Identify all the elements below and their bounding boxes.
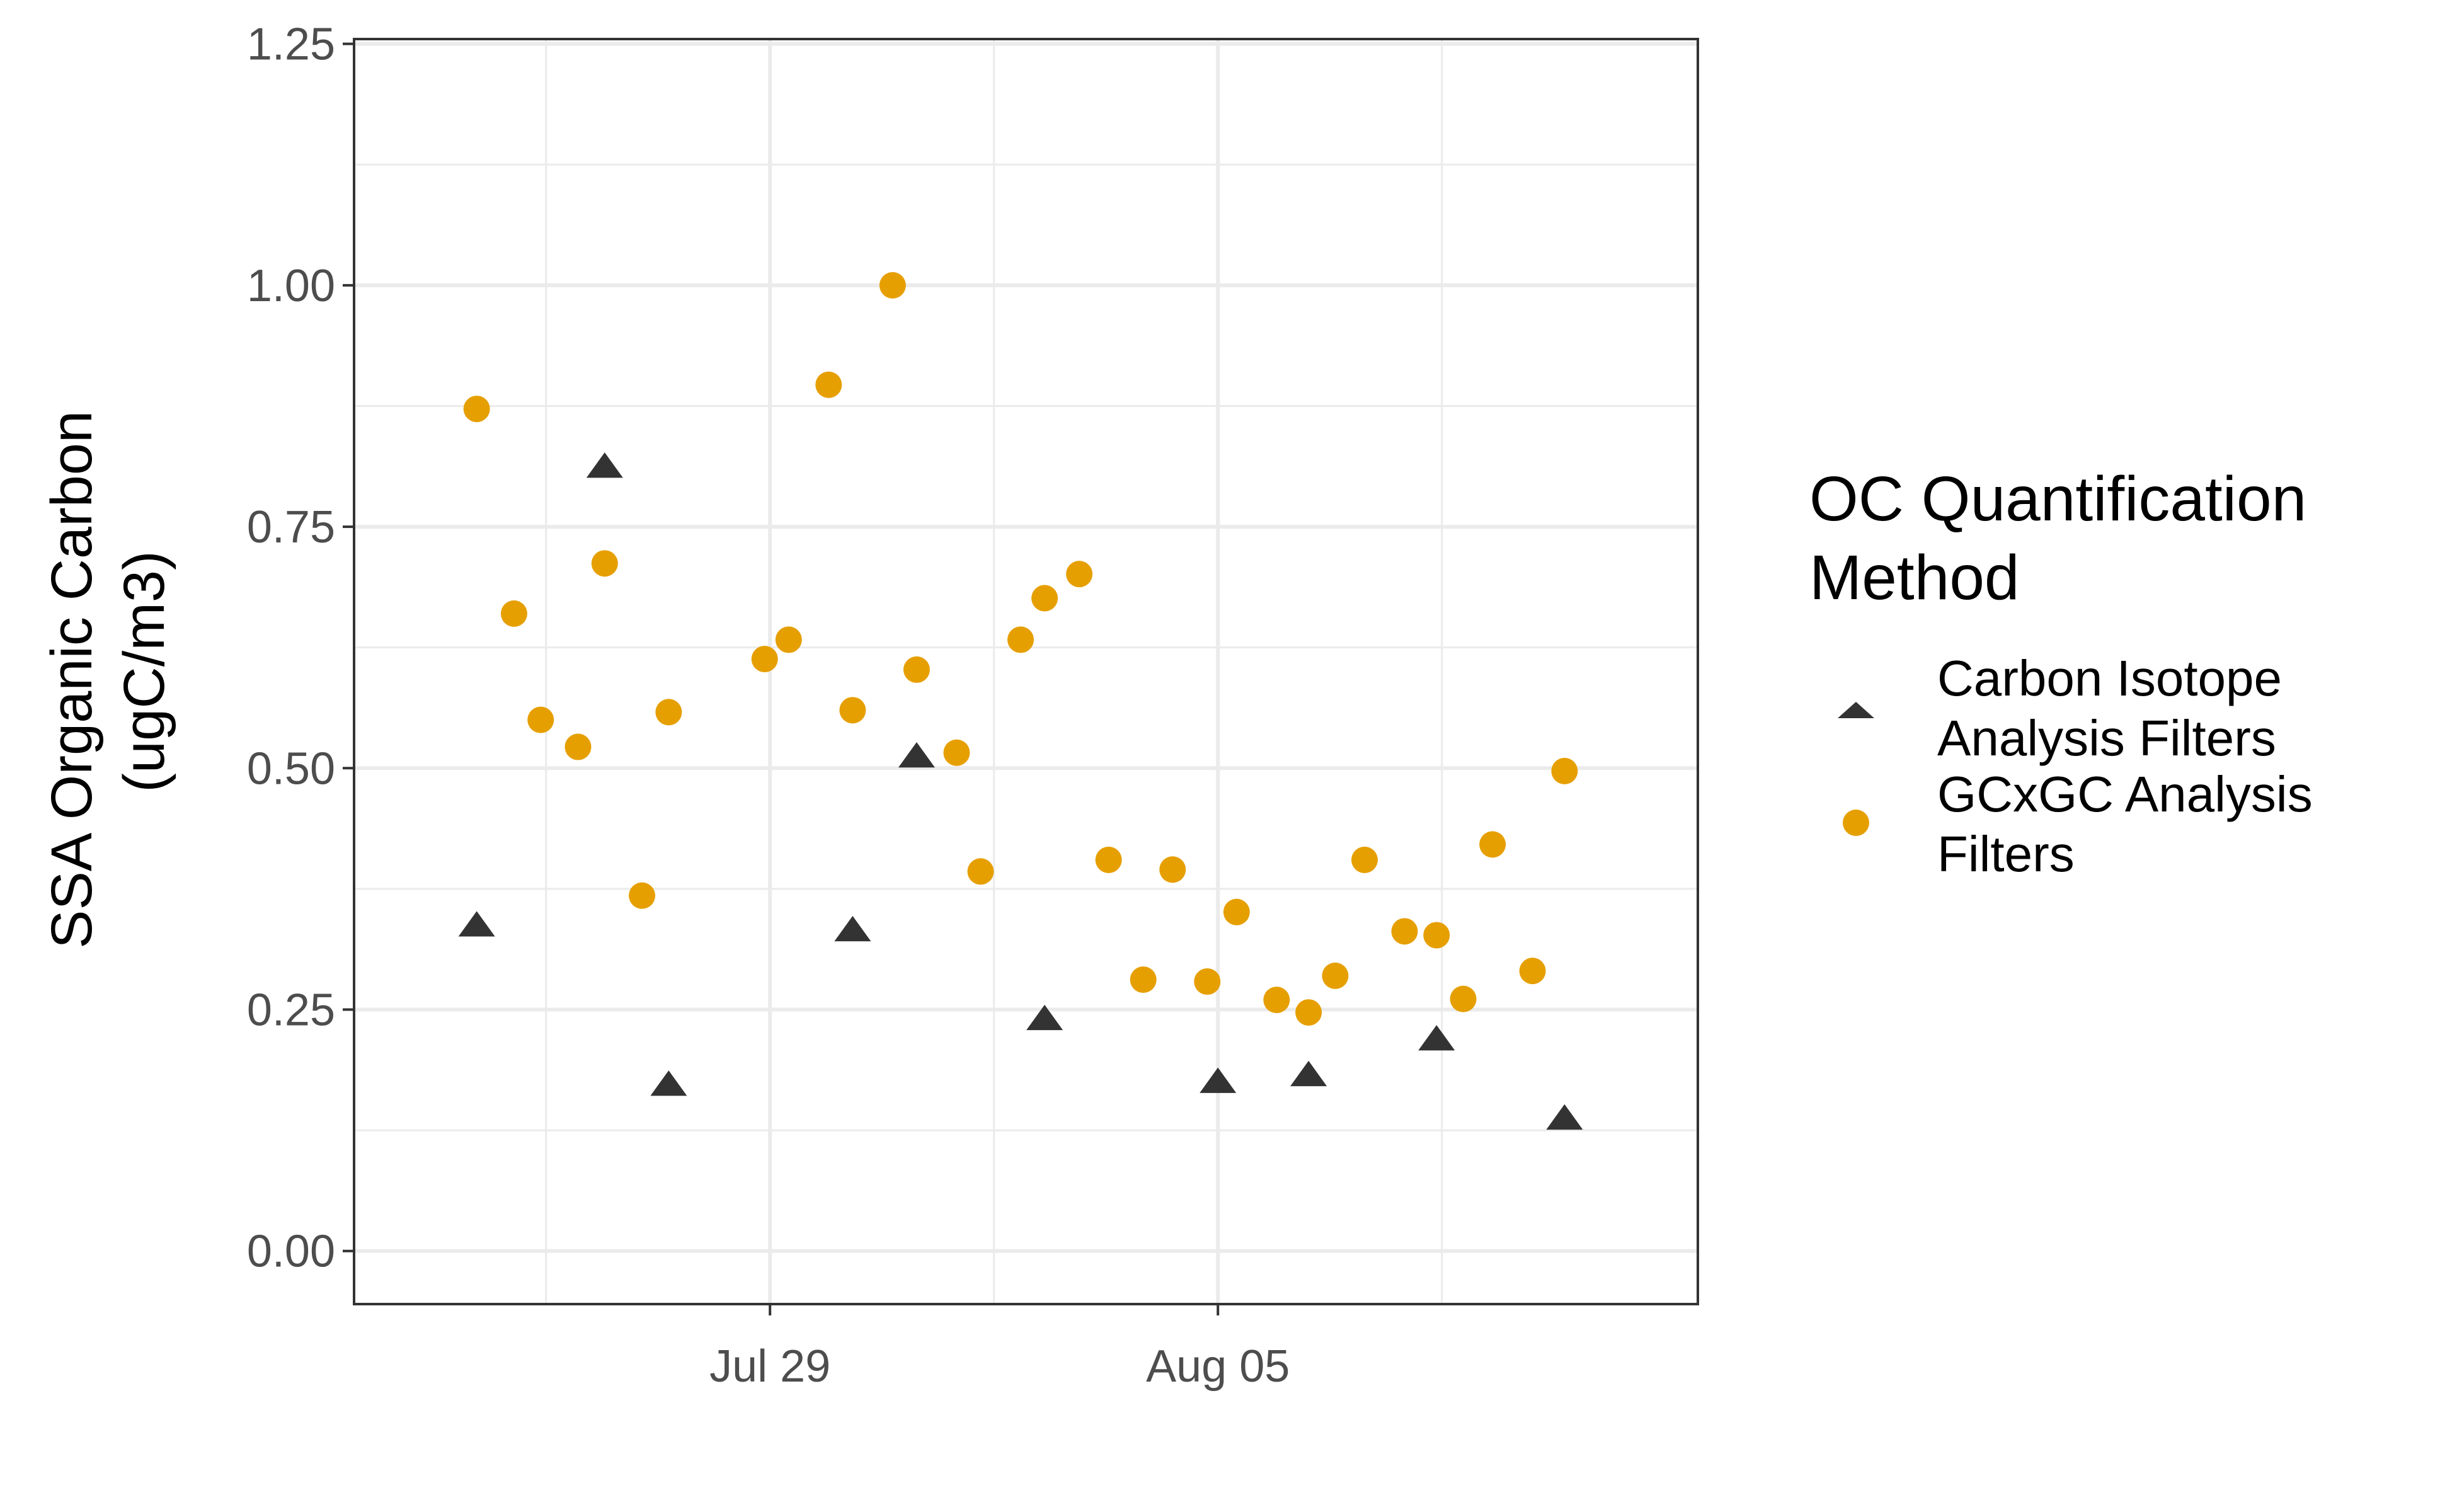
legend-label-carbon-isotope-line-1: Carbon Isotope — [1937, 650, 2282, 706]
triangle-marker — [650, 1070, 687, 1096]
legend-label-carbon-isotope: Carbon Isotope Analysis Filters — [1937, 650, 2296, 766]
legend-item-gcxgc: GCxGC Analysis Filters — [1843, 766, 2327, 882]
legend-label-gcxgc-line-2: Filters — [1937, 826, 2075, 882]
circle-marker — [751, 646, 778, 673]
triangle-marker — [1026, 1004, 1063, 1031]
plot-border — [353, 38, 1699, 1305]
axis-ticks — [343, 42, 1220, 1315]
legend-title: OC Quantification Method — [1809, 464, 2324, 613]
circle-marker — [967, 858, 994, 885]
circle-marker — [527, 706, 554, 733]
circle-marker — [1551, 757, 1578, 784]
circle-marker — [903, 656, 930, 683]
triangle-marker — [834, 915, 871, 942]
circle-marker — [1351, 846, 1378, 873]
legend-triangle-icon — [1838, 702, 1874, 718]
legend-item-carbon-isotope: Carbon Isotope Analysis Filters — [1838, 650, 2296, 766]
triangle-marker — [1546, 1104, 1583, 1130]
y-tick-label: 0.00 — [247, 1227, 335, 1277]
y-tick-label: 0.25 — [247, 985, 335, 1035]
circle-marker — [1066, 561, 1093, 588]
circle-marker — [815, 371, 842, 398]
circle-marker — [655, 699, 682, 726]
legend-label-gcxgc-line-1: GCxGC Analysis — [1937, 766, 2313, 822]
circle-marker — [1423, 922, 1450, 949]
triangle-marker — [1200, 1067, 1237, 1093]
circle-marker — [1130, 966, 1157, 993]
circle-marker — [839, 697, 866, 724]
triangle-marker — [458, 911, 495, 937]
y-tick-label: 0.50 — [247, 743, 335, 794]
circle-marker — [879, 272, 906, 299]
x-tick-labels: Jul 29 Aug 05 — [709, 1341, 1290, 1392]
circle-marker — [500, 600, 527, 627]
triangle-marker — [1290, 1060, 1327, 1087]
triangle-marker — [586, 452, 623, 478]
circle-marker — [775, 626, 802, 653]
circle-marker — [1479, 831, 1506, 858]
circle-marker — [1322, 962, 1349, 989]
y-axis-title: SSA Organic Carbon (ugC/m3) — [40, 394, 176, 949]
circle-marker — [1007, 626, 1034, 653]
legend-title-line-2: Method — [1809, 542, 2020, 613]
y-tick-label: 1.25 — [247, 20, 335, 70]
circle-marker — [943, 739, 970, 766]
y-tick-labels: 0.00 0.25 0.50 0.75 1.00 1.25 — [247, 20, 335, 1277]
circle-marker — [463, 396, 490, 423]
circle-marker — [564, 733, 592, 760]
data-points — [458, 272, 1583, 1130]
legend-circle-icon — [1843, 810, 1869, 836]
circle-marker — [1095, 846, 1122, 873]
plot-background — [354, 39, 1698, 1304]
y-axis-title-line-2: (ugC/m3) — [112, 551, 176, 792]
circle-marker — [1519, 958, 1546, 985]
circle-marker — [591, 550, 618, 577]
legend-label-carbon-isotope-line-2: Analysis Filters — [1937, 710, 2276, 766]
legend-title-line-1: OC Quantification — [1809, 464, 2306, 534]
legend-label-gcxgc: GCxGC Analysis Filters — [1937, 766, 2327, 882]
circle-marker — [1391, 918, 1418, 945]
y-tick-label: 0.75 — [247, 502, 335, 553]
circle-marker — [629, 882, 656, 909]
circle-marker — [1295, 999, 1322, 1026]
x-tick-label: Jul 29 — [709, 1341, 830, 1392]
triangle-marker — [1418, 1025, 1455, 1051]
circle-marker — [1159, 856, 1186, 883]
grid-major — [354, 39, 1698, 1304]
y-axis-title-line-1: SSA Organic Carbon — [40, 411, 104, 949]
circle-marker — [1223, 898, 1250, 925]
circle-marker — [1263, 987, 1290, 1014]
legend: OC Quantification Method Carbon Isotope … — [1809, 464, 2327, 882]
circle-marker — [1450, 985, 1477, 1012]
circle-marker — [1031, 585, 1058, 612]
x-tick-label: Aug 05 — [1146, 1341, 1290, 1392]
circle-marker — [1194, 968, 1221, 995]
y-tick-label: 1.00 — [247, 261, 335, 311]
triangle-marker — [898, 742, 935, 768]
